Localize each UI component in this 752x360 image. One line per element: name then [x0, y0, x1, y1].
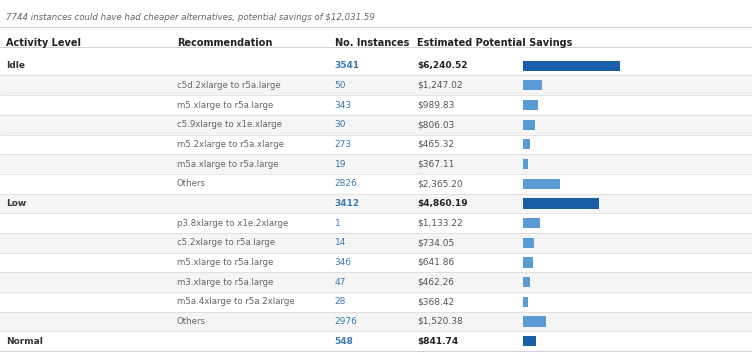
- Text: m5a.4xlarge to r5a.2xlarge: m5a.4xlarge to r5a.2xlarge: [177, 297, 295, 306]
- Bar: [0, 233, 752, 253]
- Text: 14: 14: [335, 238, 346, 247]
- Bar: [0, 312, 752, 331]
- Bar: [523, 297, 529, 307]
- Text: 548: 548: [335, 337, 353, 346]
- Text: $465.32: $465.32: [417, 140, 454, 149]
- Text: c5.9xlarge to x1e.xlarge: c5.9xlarge to x1e.xlarge: [177, 120, 282, 129]
- Text: $2,365.20: $2,365.20: [417, 179, 463, 188]
- Text: m3.xlarge to r5a.large: m3.xlarge to r5a.large: [177, 278, 273, 287]
- Text: Others: Others: [177, 317, 206, 326]
- Text: $841.74: $841.74: [417, 337, 459, 346]
- Text: Idle: Idle: [6, 61, 25, 70]
- Bar: [0, 154, 752, 174]
- Text: p3.8xlarge to x1e.2xlarge: p3.8xlarge to x1e.2xlarge: [177, 219, 288, 228]
- Bar: [523, 218, 541, 228]
- Text: Activity Level: Activity Level: [6, 38, 81, 48]
- Text: 19: 19: [335, 159, 346, 168]
- Bar: [523, 159, 529, 169]
- Text: $1,520.38: $1,520.38: [417, 317, 463, 326]
- Bar: [523, 336, 536, 346]
- Text: c5.2xlarge to r5a.large: c5.2xlarge to r5a.large: [177, 238, 275, 247]
- Bar: [0, 115, 752, 135]
- Bar: [0, 135, 752, 154]
- Bar: [0, 272, 752, 292]
- Text: Low: Low: [6, 199, 26, 208]
- Bar: [0, 56, 752, 76]
- Text: 2826: 2826: [335, 179, 357, 188]
- Text: Recommendation: Recommendation: [177, 38, 272, 48]
- Bar: [0, 95, 752, 115]
- Bar: [0, 253, 752, 272]
- Bar: [523, 238, 534, 248]
- Bar: [523, 100, 538, 110]
- Text: $1,247.02: $1,247.02: [417, 81, 463, 90]
- Text: $641.86: $641.86: [417, 258, 455, 267]
- Bar: [0, 331, 752, 351]
- Text: 50: 50: [335, 81, 346, 90]
- Text: m5.xlarge to r5a.large: m5.xlarge to r5a.large: [177, 258, 273, 267]
- Text: $806.03: $806.03: [417, 120, 455, 129]
- Bar: [0, 76, 752, 95]
- Text: m5a.xlarge to r5a.large: m5a.xlarge to r5a.large: [177, 159, 278, 168]
- Text: $1,133.22: $1,133.22: [417, 219, 463, 228]
- Text: 7744 instances could have had cheaper alternatives, potential savings of $12,031: 7744 instances could have had cheaper al…: [6, 13, 375, 22]
- Bar: [0, 292, 752, 312]
- Bar: [523, 198, 599, 208]
- Text: m5.xlarge to r5a.large: m5.xlarge to r5a.large: [177, 100, 273, 109]
- Bar: [523, 120, 535, 130]
- Text: 2976: 2976: [335, 317, 357, 326]
- Text: 273: 273: [335, 140, 352, 149]
- Text: $4,860.19: $4,860.19: [417, 199, 468, 208]
- Bar: [523, 139, 530, 149]
- Text: Estimated Potential Savings: Estimated Potential Savings: [417, 38, 573, 48]
- Text: $989.83: $989.83: [417, 100, 455, 109]
- Text: 3541: 3541: [335, 61, 359, 70]
- Bar: [523, 277, 530, 287]
- Text: Others: Others: [177, 179, 206, 188]
- Text: 1: 1: [335, 219, 341, 228]
- Bar: [0, 194, 752, 213]
- Text: $6,240.52: $6,240.52: [417, 61, 468, 70]
- Text: No. Instances: No. Instances: [335, 38, 409, 48]
- Text: 47: 47: [335, 278, 346, 287]
- Text: $367.11: $367.11: [417, 159, 455, 168]
- Bar: [0, 213, 752, 233]
- Bar: [523, 316, 547, 327]
- Text: 3412: 3412: [335, 199, 359, 208]
- Text: 28: 28: [335, 297, 346, 306]
- Text: 30: 30: [335, 120, 346, 129]
- Text: 343: 343: [335, 100, 352, 109]
- Text: $462.26: $462.26: [417, 278, 454, 287]
- Text: c5d.2xlarge to r5a.large: c5d.2xlarge to r5a.large: [177, 81, 280, 90]
- Text: $734.05: $734.05: [417, 238, 455, 247]
- Bar: [523, 179, 559, 189]
- Text: m5.2xlarge to r5a.xlarge: m5.2xlarge to r5a.xlarge: [177, 140, 284, 149]
- Bar: [523, 60, 620, 71]
- Bar: [523, 257, 532, 267]
- Bar: [0, 174, 752, 194]
- Bar: [523, 80, 542, 90]
- Text: $368.42: $368.42: [417, 297, 454, 306]
- Text: Normal: Normal: [6, 337, 43, 346]
- Text: 346: 346: [335, 258, 352, 267]
